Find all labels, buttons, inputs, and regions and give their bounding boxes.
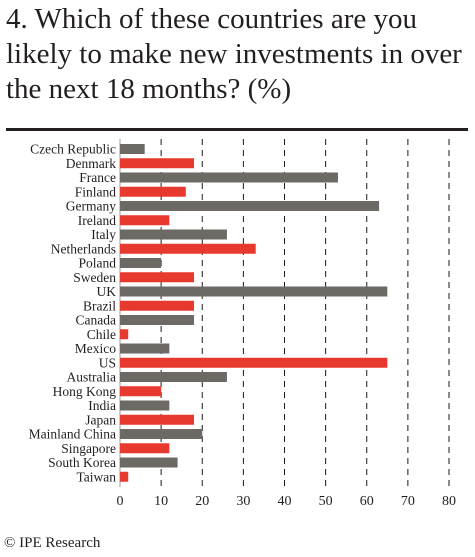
source-credit: © IPE Research	[4, 535, 101, 551]
bars	[120, 144, 388, 482]
x-tick-label: 10	[154, 494, 168, 509]
category-label: Czech Republic	[30, 142, 116, 157]
chart-title: 4. Which of these countries are you like…	[6, 3, 462, 105]
bar	[120, 315, 195, 325]
category-label: Sweden	[73, 270, 116, 285]
x-tick-label: 30	[236, 494, 250, 509]
bar	[120, 272, 195, 283]
x-tick-label: 60	[360, 494, 374, 509]
category-label: UK	[97, 284, 117, 299]
category-label: US	[99, 355, 116, 370]
bar	[120, 201, 380, 211]
x-tick-label: 20	[195, 494, 209, 509]
category-labels: Czech RepublicDenmarkFranceFinlandGerman…	[29, 142, 117, 485]
bar	[120, 186, 186, 197]
bar	[120, 286, 388, 297]
bar	[120, 429, 203, 439]
bar	[120, 215, 170, 226]
bar	[120, 258, 162, 268]
bar	[120, 229, 227, 240]
bar	[120, 414, 195, 425]
category-label: South Korea	[48, 455, 116, 470]
bar	[120, 400, 170, 411]
category-label: Australia	[67, 370, 117, 385]
x-tick-labels: 0 10 20 30 40 50 60 70 80	[117, 494, 457, 509]
bar	[120, 357, 388, 368]
category-label: Brazil	[83, 298, 116, 313]
x-tick-label: 80	[442, 494, 456, 509]
category-label: Netherlands	[51, 241, 116, 256]
bar	[120, 243, 256, 254]
category-label: Germany	[66, 199, 116, 214]
bar	[120, 158, 195, 169]
x-tick-label: 40	[278, 494, 292, 509]
x-tick-label: 70	[401, 494, 415, 509]
category-label: Denmark	[66, 156, 116, 171]
bar	[120, 457, 178, 468]
category-label: Finland	[75, 184, 117, 199]
bar	[120, 471, 129, 482]
x-tick-label: 50	[319, 494, 333, 509]
category-label: Canada	[76, 313, 116, 328]
category-label: Mainland China	[29, 427, 116, 442]
category-label: Taiwan	[76, 469, 116, 484]
category-label: Mexico	[75, 341, 116, 356]
bar	[120, 372, 227, 382]
category-label: Poland	[78, 256, 116, 271]
category-label: Ireland	[78, 213, 116, 228]
category-label: Japan	[85, 412, 116, 427]
bar	[120, 300, 195, 311]
x-tick-label: 0	[117, 494, 124, 509]
category-label: Chile	[87, 327, 116, 342]
bar	[120, 443, 170, 454]
bar	[120, 172, 338, 183]
bar-chart: Czech RepublicDenmarkFranceFinlandGerman…	[29, 139, 457, 509]
bar	[120, 343, 170, 354]
category-label: Italy	[91, 227, 116, 242]
category-label: Singapore	[61, 441, 116, 456]
category-label: India	[88, 398, 116, 413]
title-rule	[6, 128, 468, 131]
bar	[120, 386, 162, 397]
category-label: France	[79, 170, 116, 185]
category-label: Hong Kong	[53, 384, 117, 399]
bar	[120, 329, 129, 340]
bar	[120, 144, 145, 154]
